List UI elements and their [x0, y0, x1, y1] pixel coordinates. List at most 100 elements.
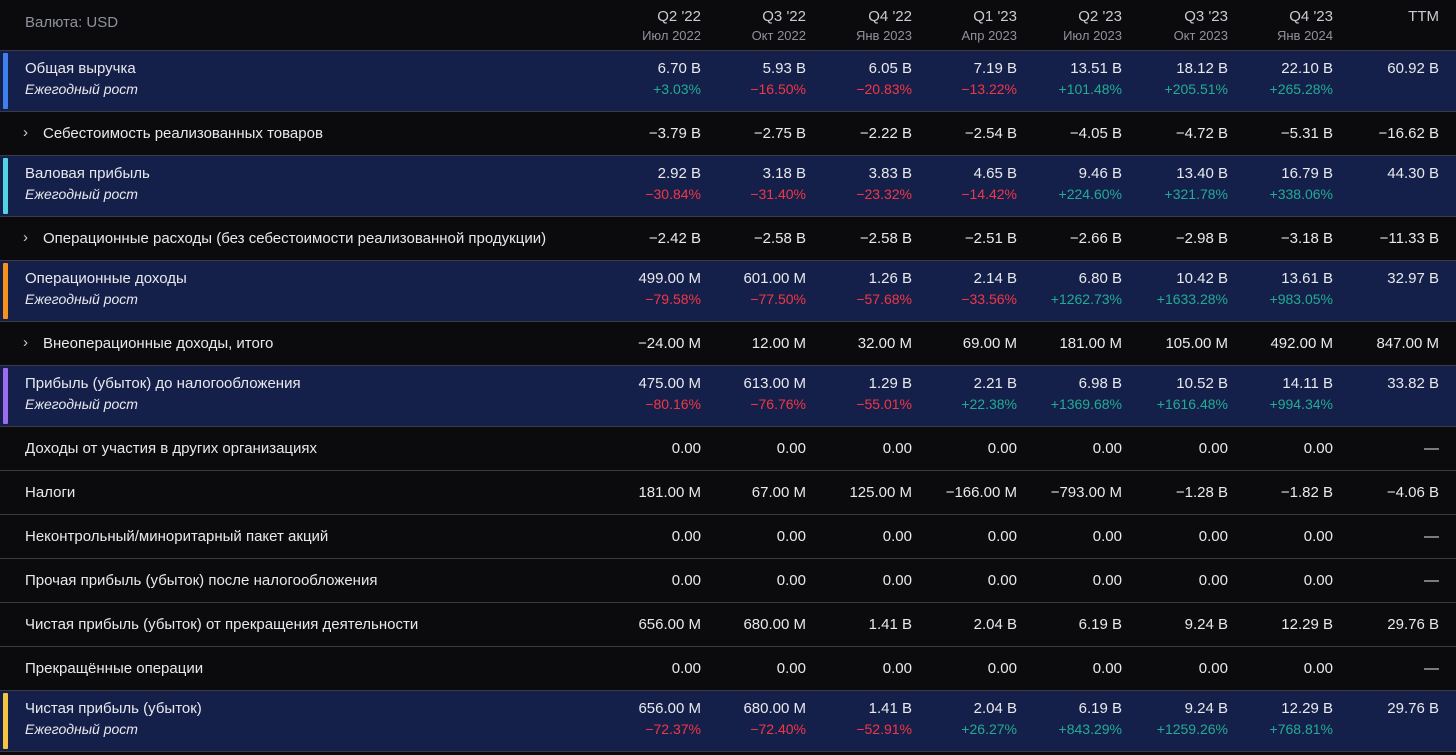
growth-value: −79.58%: [645, 291, 701, 307]
cell-value: 0.00: [987, 440, 1017, 457]
cell-value: −4.05 B: [1069, 125, 1122, 142]
row-color-marker: [3, 263, 8, 319]
row-cogs[interactable]: › Себестоимость реализованных товаров −3.7…: [0, 112, 1456, 156]
cell-value: 125.00 M: [849, 484, 912, 501]
cell-value: 0.00: [1092, 660, 1122, 677]
cell-value: 22.10 B: [1281, 60, 1333, 77]
cell-value: 10.42 B: [1176, 270, 1228, 287]
row-color-marker: [3, 368, 8, 424]
cell-value: 0.00: [882, 572, 912, 589]
column-header: Q3 '23 Окт 2023: [1122, 8, 1228, 44]
row-gross-profit: Валовая прибыль Ежегодный рост 2.92 B 3.18 …: [0, 156, 1456, 217]
growth-value: +3.03%: [653, 81, 701, 97]
cell-value: —: [1424, 572, 1439, 589]
cell-value: 0.00: [776, 440, 806, 457]
growth-value: +321.78%: [1164, 186, 1228, 202]
cell-value: −2.58 B: [753, 230, 806, 247]
cell-value: 0.00: [1303, 660, 1333, 677]
cell-value: —: [1424, 440, 1439, 457]
row-operating-expenses[interactable]: › Операционные расходы (без себестоимости…: [0, 217, 1456, 261]
column-date: Янв 2024: [1276, 28, 1333, 43]
cell-value: 847.00 M: [1376, 335, 1439, 352]
cell-value: −2.58 B: [859, 230, 912, 247]
cell-value: 29.76 B: [1387, 700, 1439, 717]
cell-value: 5.93 B: [762, 60, 806, 77]
row-sublabel: Ежегодный рост: [25, 396, 138, 412]
column-quarter: TTM: [1408, 8, 1439, 25]
row-pretax-income: Прибыль (убыток) до налогообложения Ежего…: [0, 366, 1456, 427]
cell-value: 18.12 B: [1176, 60, 1228, 77]
row-sublabel: Ежегодный рост: [25, 186, 138, 202]
column-date: Июл 2022: [642, 28, 701, 43]
cell-value: 0.00: [882, 440, 912, 457]
currency-label: Валюта: USD: [25, 14, 119, 31]
row-label: Доходы от участия в других организациях: [25, 440, 318, 457]
cell-value: 181.00 M: [638, 484, 701, 501]
cell-value: 13.51 B: [1070, 60, 1122, 77]
row-label: Чистая прибыль (убыток) от прекращения д…: [25, 616, 419, 633]
cell-value: 0.00: [776, 528, 806, 545]
column-quarter: Q4 '23: [1289, 8, 1333, 25]
cell-value: −793.00 M: [1050, 484, 1122, 501]
cell-value: 0.00: [1092, 528, 1122, 545]
growth-value: +22.38%: [961, 396, 1017, 412]
cell-value: 2.21 B: [973, 375, 1017, 392]
cell-value: 32.97 B: [1387, 270, 1439, 287]
row-discontinued-net-income: Чистая прибыль (убыток) от прекращения д…: [0, 603, 1456, 647]
growth-value: +265.28%: [1269, 81, 1333, 97]
cell-value: 613.00 M: [743, 375, 806, 392]
cell-value: 6.80 B: [1078, 270, 1122, 287]
cell-value: 13.40 B: [1176, 165, 1228, 182]
cell-value: 0.00: [1198, 440, 1228, 457]
row-operating-income: Операционные доходы Ежегодный рост 499.00 …: [0, 261, 1456, 322]
chevron-right-icon[interactable]: ›: [23, 229, 28, 246]
cell-value: 12.29 B: [1281, 700, 1333, 717]
cell-value: 9.24 B: [1184, 616, 1228, 633]
column-date: Окт 2022: [751, 28, 806, 43]
cell-value: 0.00: [671, 660, 701, 677]
cell-value: 6.19 B: [1078, 700, 1122, 717]
cell-value: 0.00: [1303, 440, 1333, 457]
cell-value: 0.00: [882, 660, 912, 677]
cell-value: 0.00: [987, 660, 1017, 677]
cell-value: 2.92 B: [657, 165, 701, 182]
row-label: Операционные доходы: [25, 270, 187, 287]
growth-value: +1369.68%: [1050, 396, 1122, 412]
column-quarter: Q2 '22: [657, 8, 701, 25]
cell-value: 0.00: [671, 572, 701, 589]
cell-value: 16.79 B: [1281, 165, 1333, 182]
growth-value: −33.56%: [961, 291, 1017, 307]
row-non-operating-income[interactable]: › Внеоперационные доходы, итого −24.00 M 12…: [0, 322, 1456, 366]
cell-value: −2.51 B: [964, 230, 1017, 247]
growth-value: +1633.28%: [1156, 291, 1228, 307]
row-label: Чистая прибыль (убыток): [25, 700, 202, 717]
growth-value: +101.48%: [1058, 81, 1122, 97]
cell-value: 2.04 B: [973, 616, 1017, 633]
chevron-right-icon[interactable]: ›: [23, 334, 28, 351]
column-quarter: Q1 '23: [973, 8, 1017, 25]
cell-value: 14.11 B: [1282, 375, 1333, 392]
column-quarter: Q3 '22: [762, 8, 806, 25]
column-header: Q4 '23 Янв 2024: [1227, 8, 1333, 44]
cell-value: −2.98 B: [1175, 230, 1228, 247]
cell-value: 680.00 M: [743, 616, 806, 633]
row-label: Внеоперационные доходы, итого: [43, 335, 274, 352]
chevron-right-icon[interactable]: ›: [23, 124, 28, 141]
cell-value: −3.18 B: [1280, 230, 1333, 247]
cell-value: 6.70 B: [657, 60, 701, 77]
growth-value: −80.16%: [645, 396, 701, 412]
cell-value: 69.00 M: [962, 335, 1017, 352]
cell-value: 0.00: [987, 572, 1017, 589]
cell-value: 656.00 M: [638, 616, 701, 633]
cell-value: 0.00: [1198, 528, 1228, 545]
cell-value: 475.00 M: [638, 375, 701, 392]
growth-value: −72.40%: [750, 721, 806, 737]
column-quarter: Q3 '23: [1184, 8, 1228, 25]
cell-value: 6.05 B: [868, 60, 912, 77]
cell-value: 0.00: [882, 528, 912, 545]
row-label: Неконтрольный/миноритарный пакет акций: [25, 528, 329, 545]
cell-value: 4.65 B: [973, 165, 1017, 182]
growth-value: +843.29%: [1058, 721, 1122, 737]
row-equity-income: Доходы от участия в других организациях 0…: [0, 427, 1456, 471]
cell-value: 33.82 B: [1387, 375, 1439, 392]
